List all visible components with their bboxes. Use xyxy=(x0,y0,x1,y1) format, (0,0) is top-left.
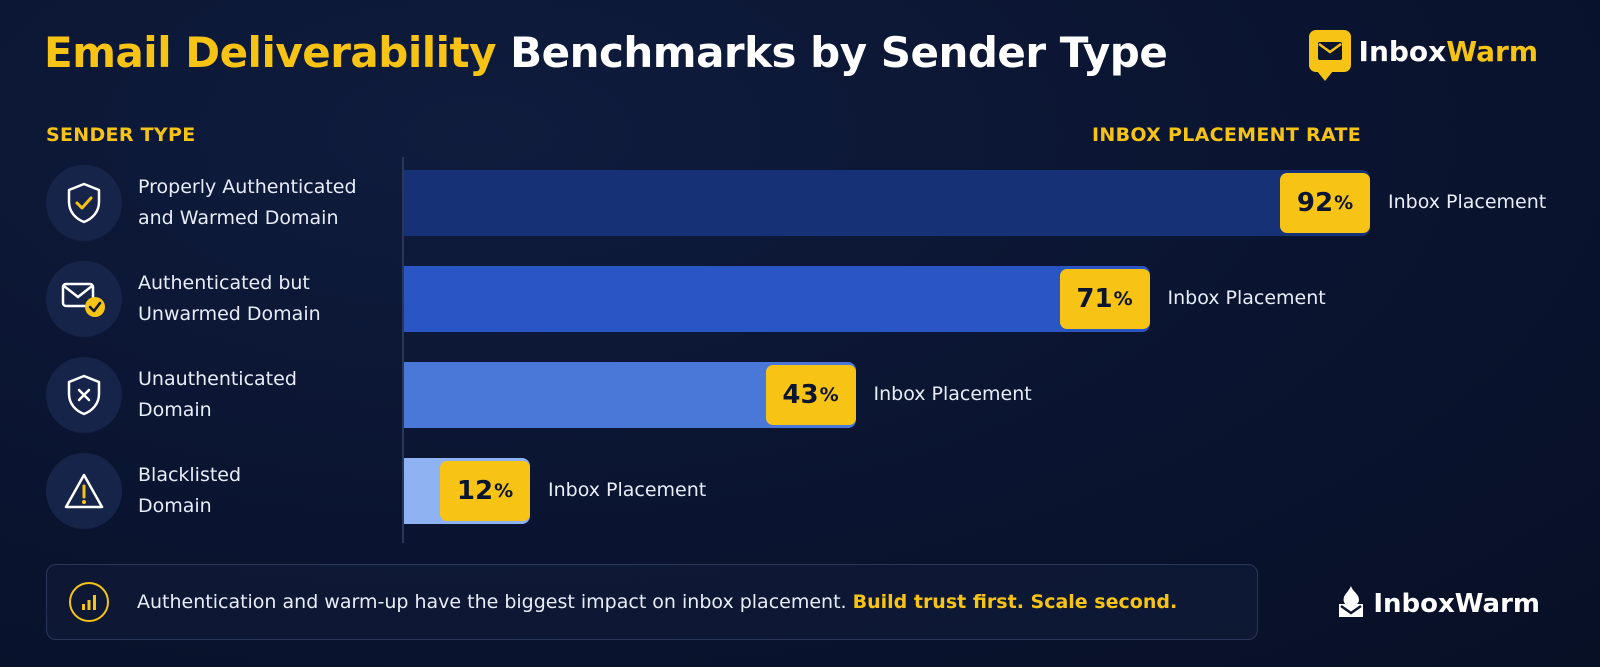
unit-label: % xyxy=(1334,192,1354,214)
value-header: INBOX PLACEMENT RATE xyxy=(1092,124,1362,146)
data-label: 43 xyxy=(782,380,819,410)
category-label: Unauthenticated Domain xyxy=(138,368,297,421)
data-label: 12 xyxy=(456,476,494,506)
unit-label: % xyxy=(819,384,839,406)
brand-name-bottom: InboxWarm xyxy=(1373,589,1540,619)
value-badge: 71% xyxy=(1059,269,1150,329)
bar-note: Inbox Placement xyxy=(1388,191,1547,213)
footer-text: Authentication and warm-up have the bigg… xyxy=(137,591,1178,613)
category-row: Properly Authenticated and Warmed Domain xyxy=(46,165,378,241)
brand-name: InboxWarm xyxy=(1358,34,1538,68)
shield-x-icon xyxy=(46,357,122,433)
footer-callout: Authentication and warm-up have the bigg… xyxy=(46,564,1258,640)
category-label: Blacklisted Domain xyxy=(138,464,242,517)
bar-note: Inbox Placement xyxy=(548,479,707,501)
data-label: 92 xyxy=(1296,188,1334,218)
bar-chart-icon xyxy=(69,582,109,622)
warning-icon xyxy=(46,453,122,529)
bar-note: Inbox Placement xyxy=(1167,287,1326,309)
mail-logo-icon xyxy=(1308,30,1351,81)
shield-check-icon xyxy=(46,165,122,241)
bar xyxy=(404,170,1370,236)
brand-logo-top: InboxWarm xyxy=(1308,30,1538,81)
category-header: SENDER TYPE xyxy=(46,124,196,146)
flame-mail-icon xyxy=(1333,584,1369,624)
value-badge: 92% xyxy=(1280,173,1370,233)
chart-axis-line xyxy=(402,157,404,543)
mail-check-icon xyxy=(46,261,122,337)
data-label: 71 xyxy=(1076,284,1113,314)
bar-note: Inbox Placement xyxy=(873,383,1032,405)
category-row: Authenticated but Unwarmed Domain xyxy=(46,261,378,337)
bar xyxy=(404,266,1150,332)
value-badge: 12% xyxy=(440,461,530,521)
category-row: Unauthenticated Domain xyxy=(46,357,378,433)
page-title: Email Deliverability Benchmarks by Sende… xyxy=(44,28,1168,77)
value-badge: 43% xyxy=(765,365,856,425)
category-row: Blacklisted Domain xyxy=(46,453,378,529)
unit-label: % xyxy=(1113,288,1133,310)
category-label: Authenticated but Unwarmed Domain xyxy=(138,272,321,325)
unit-label: % xyxy=(494,480,514,502)
brand-logo-bottom: InboxWarm xyxy=(1333,584,1540,624)
category-label: Properly Authenticated and Warmed Domain xyxy=(138,176,357,229)
